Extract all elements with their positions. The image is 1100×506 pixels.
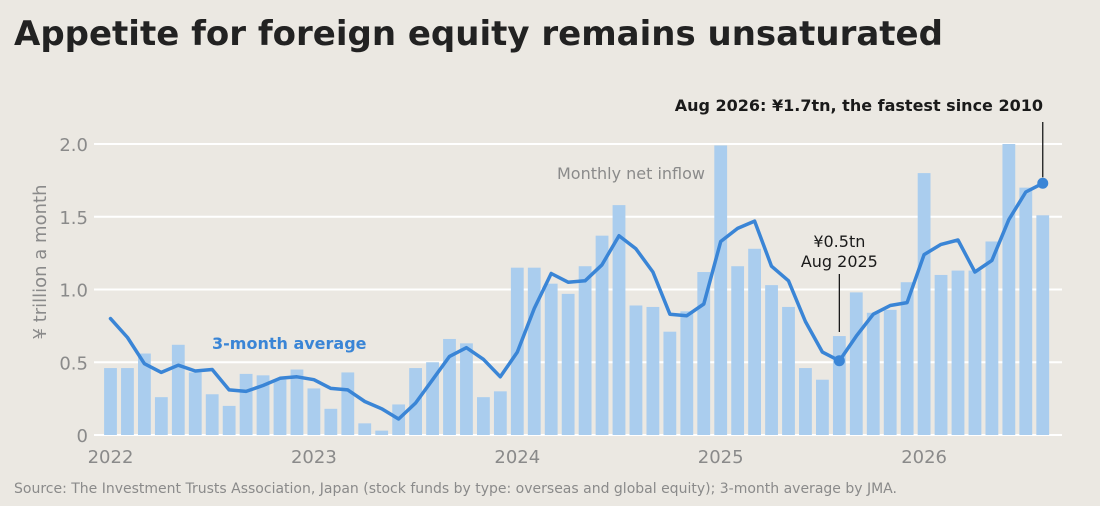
axis-ticks: 0 0.5 1.0 1.5 2.0 2022 2023 2024 2025 2026 (59, 135, 947, 468)
bar (290, 369, 304, 435)
bar (816, 379, 829, 435)
y-axis-label: ¥ trillion a month (30, 185, 51, 340)
bar (714, 145, 728, 435)
bar (171, 344, 185, 435)
bar (121, 368, 134, 435)
x-tick-label: 2022 (88, 447, 134, 468)
bar (680, 311, 694, 435)
bar (968, 270, 982, 435)
bar (832, 336, 846, 435)
bar (748, 248, 761, 435)
annotation-low-value: ¥0.5tn (813, 232, 865, 251)
bar (646, 306, 660, 435)
bar (188, 372, 202, 435)
average-line (108, 181, 1045, 421)
bar (493, 391, 507, 435)
bar (561, 293, 575, 435)
bar (273, 379, 287, 435)
bar (578, 266, 592, 435)
highlight-point (1037, 177, 1049, 189)
annotation-latest: Aug 2026: ¥1.7tn, the fastest since 2010 (675, 96, 1043, 115)
y-tick-label: 1.5 (59, 208, 88, 229)
bar (477, 397, 490, 435)
source-note: Source: The Investment Trusts Associatio… (14, 481, 897, 497)
bar (205, 394, 219, 435)
bar (341, 372, 355, 435)
bar (731, 266, 745, 435)
y-tick-label: 1.0 (59, 281, 88, 302)
bar (765, 285, 778, 435)
annotation-low-date: Aug 2025 (801, 252, 878, 271)
x-tick-label: 2026 (901, 447, 947, 468)
highlight-point (833, 355, 845, 367)
bar (612, 205, 626, 435)
bar (849, 292, 863, 435)
y-tick-label: 0.5 (59, 353, 88, 374)
bar (1019, 187, 1033, 435)
bar (951, 270, 965, 435)
bar (782, 306, 795, 435)
bar (629, 305, 643, 435)
bar (1002, 144, 1016, 435)
bar (138, 353, 151, 435)
y-tick-label: 2.0 (59, 135, 88, 156)
x-tick-label: 2024 (494, 447, 540, 468)
gridlines (94, 143, 1062, 436)
bar (866, 312, 880, 435)
bar (358, 423, 372, 435)
bar (426, 362, 439, 435)
bar (883, 309, 897, 435)
bar (900, 282, 914, 435)
bar (595, 235, 609, 435)
chart-title: Appetite for foreign equity remains unsa… (14, 14, 943, 54)
annotations: Aug 2026: ¥1.7tn, the fastest since 2010… (675, 96, 1049, 367)
average-series-label: 3-month average (212, 334, 367, 353)
x-tick-label: 2025 (698, 447, 744, 468)
bar (239, 373, 253, 435)
bar (934, 274, 948, 435)
y-tick-label: 0 (77, 426, 88, 447)
bar-series (104, 144, 1050, 435)
bar-series-label: Monthly net inflow (557, 164, 705, 183)
bar (697, 272, 711, 435)
bar (324, 408, 338, 435)
bar (799, 368, 812, 435)
bar (307, 388, 321, 435)
bar (663, 331, 677, 435)
bar (460, 343, 473, 435)
bar (375, 430, 389, 435)
bar (104, 368, 117, 435)
bar (527, 267, 541, 435)
bar (1036, 215, 1050, 435)
bar (256, 375, 270, 435)
bar (222, 405, 236, 435)
bar (917, 173, 931, 435)
bar (154, 397, 168, 435)
bar (985, 241, 999, 435)
x-tick-label: 2023 (291, 447, 337, 468)
bar (544, 283, 558, 435)
